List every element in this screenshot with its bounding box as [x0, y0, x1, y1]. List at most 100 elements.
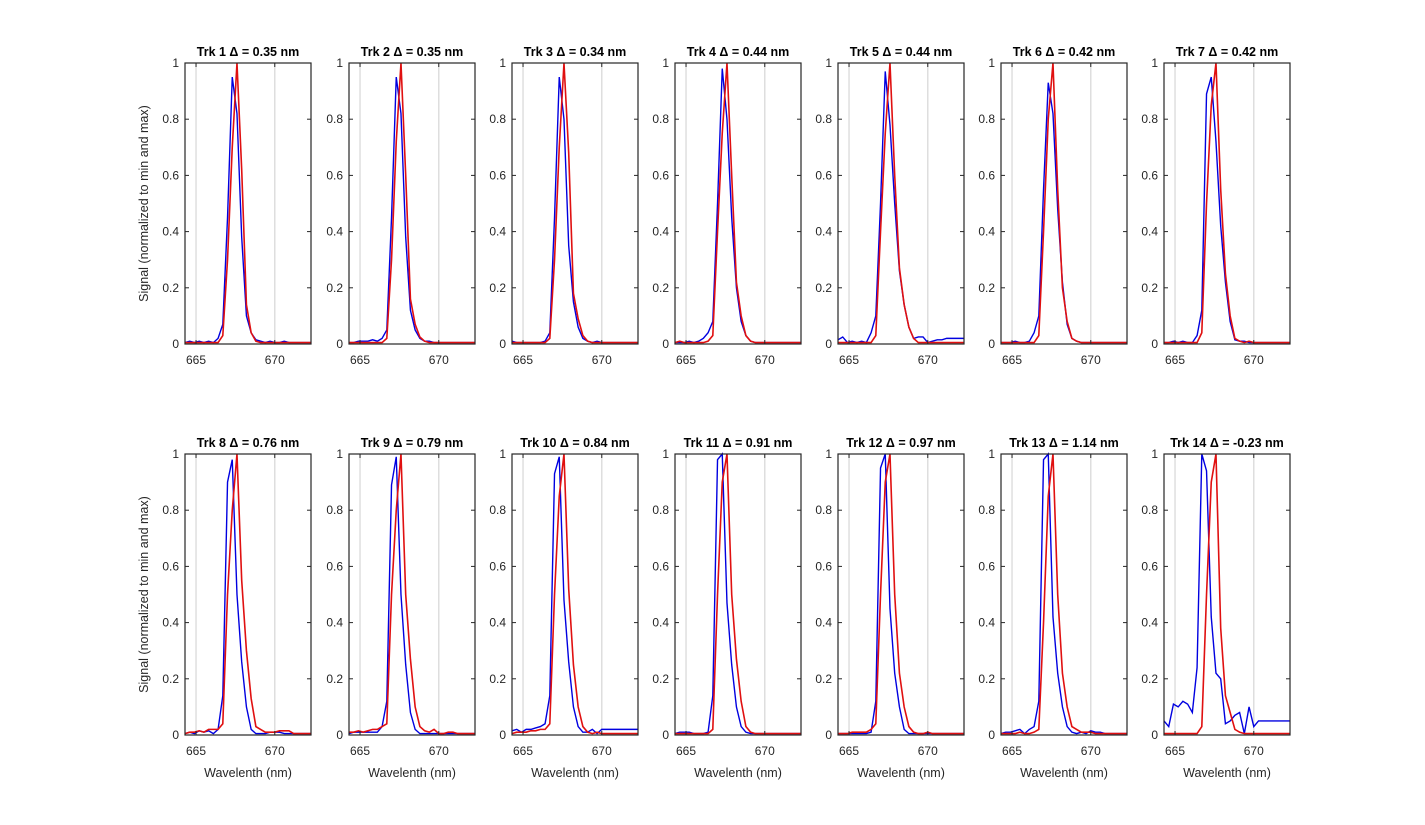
y-tick-label: 0.6	[326, 168, 343, 182]
y-tick-label: 0.8	[815, 112, 832, 126]
panel-10: 0 0.2 0.4 0.6 0.8 1 665 670 Trk 10 Δ = 0.84 nm Wa…	[489, 436, 639, 780]
y-tick-label: 0.2	[162, 672, 179, 686]
panel-12: 0 0.2 0.4 0.6 0.8 1 665 670 Trk 12 Δ = 0.97 nm Wa…	[815, 436, 965, 780]
y-tick-label: 1	[988, 447, 995, 461]
y-tick-label: 0.2	[815, 281, 832, 295]
series-blue-line	[1163, 453, 1290, 734]
panel-3: 0 0.2 0.4 0.6 0.8 1 665 670 Trk 3 Δ = 0.34 nm	[489, 45, 639, 367]
axes-box	[1000, 453, 1128, 736]
y-tick-label: 1	[336, 56, 343, 70]
panel-title: Trk 12 Δ = 0.97 nm	[846, 436, 955, 450]
axes-box	[184, 62, 312, 345]
panel-8: 0 0.2 0.4 0.6 0.8 1 665 670 Trk 8 Δ = 0.76 nm Wav…	[162, 436, 312, 780]
axes-box	[674, 453, 802, 736]
series-red-line	[1001, 453, 1127, 735]
y-tick-label: 0.2	[326, 672, 343, 686]
x-tick-label: 665	[1002, 353, 1022, 367]
y-tick-label: 0.8	[652, 503, 669, 517]
y-tick-label: 0.8	[978, 503, 995, 517]
y-tick-label: 0	[172, 728, 179, 742]
panel-6: 0 0.2 0.4 0.6 0.8 1 665 670 Trk 6 Δ = 0.42 nm	[978, 45, 1128, 367]
x-axis-title: Wavelenth (nm)	[1183, 766, 1271, 780]
y-tick-label: 0.2	[652, 672, 669, 686]
x-tick-label: 670	[1081, 744, 1101, 758]
y-tick-label: 1	[336, 447, 343, 461]
x-axis-title: Wavelenth (nm)	[857, 766, 945, 780]
panel-14: 0 0.2 0.4 0.6 0.8 1 665 670 Trk 14 Δ = -0.23 nm W…	[1141, 436, 1291, 780]
x-tick-label: 670	[429, 353, 449, 367]
y-tick-label: 0.4	[1141, 616, 1158, 630]
y-tick-label: 1	[172, 447, 179, 461]
panel-9: 0 0.2 0.4 0.6 0.8 1 665 670 Trk 9 Δ = 0.79 nm Wav…	[326, 436, 476, 780]
y-tick-label: 0.4	[489, 616, 506, 630]
y-tick-label: 0.4	[489, 225, 506, 239]
panel-title: Trk 11 Δ = 0.91 nm	[684, 436, 793, 450]
y-tick-label: 0.8	[652, 112, 669, 126]
y-tick-label: 0	[825, 337, 832, 351]
y-tick-label: 0.4	[815, 225, 832, 239]
series-blue-line	[511, 456, 638, 735]
y-tick-label: 0	[662, 728, 669, 742]
y-tick-label: 0	[988, 337, 995, 351]
x-tick-label: 665	[350, 744, 370, 758]
series-red-line	[838, 62, 964, 344]
series-red-line	[185, 62, 311, 344]
y-tick-label: 1	[1151, 447, 1158, 461]
x-tick-label: 665	[839, 744, 859, 758]
x-axis-title: Wavelenth (nm)	[694, 766, 782, 780]
y-tick-label: 1	[1151, 56, 1158, 70]
x-tick-label: 670	[429, 744, 449, 758]
x-tick-label: 670	[755, 744, 775, 758]
panel-title: Trk 14 Δ = -0.23 nm	[1170, 436, 1284, 450]
y-tick-label: 0.8	[978, 112, 995, 126]
y-tick-label: 1	[662, 447, 669, 461]
series-red-line	[349, 453, 475, 735]
y-tick-label: 0	[988, 728, 995, 742]
y-tick-label: 0.2	[978, 672, 995, 686]
y-axis-title-row-1: Signal (normalized to min and max)	[137, 105, 151, 302]
series-red-line	[674, 62, 801, 344]
y-tick-label: 0.8	[326, 112, 343, 126]
y-tick-label: 0.6	[326, 559, 343, 573]
y-tick-label: 0.6	[1141, 168, 1158, 182]
x-tick-label: 665	[186, 744, 206, 758]
panel-title: Trk 4 Δ = 0.44 nm	[687, 45, 789, 59]
y-tick-label: 0.4	[326, 225, 343, 239]
y-tick-label: 0.8	[1141, 503, 1158, 517]
y-tick-label: 0.6	[815, 559, 832, 573]
y-tick-label: 0.6	[978, 559, 995, 573]
axes-box	[674, 62, 802, 345]
y-tick-label: 0.6	[162, 559, 179, 573]
y-tick-label: 0.4	[978, 616, 995, 630]
x-tick-label: 670	[592, 353, 612, 367]
y-tick-label: 0.4	[162, 225, 179, 239]
y-tick-label: 0	[662, 337, 669, 351]
x-tick-label: 665	[839, 353, 859, 367]
x-tick-label: 670	[1244, 744, 1264, 758]
y-tick-label: 0	[499, 337, 506, 351]
x-axis-title: Wavelenth (nm)	[204, 766, 292, 780]
y-tick-label: 0	[1151, 337, 1158, 351]
panel-2: 0 0.2 0.4 0.6 0.8 1 665 670 Trk 2 Δ = 0.35 nm	[326, 45, 476, 367]
axes-box	[1163, 62, 1291, 345]
panel-7: 0 0.2 0.4 0.6 0.8 1 665 670 Trk 7 Δ = 0.42 nm	[1141, 45, 1291, 367]
y-tick-label: 1	[499, 56, 506, 70]
x-tick-label: 670	[918, 353, 938, 367]
y-tick-label: 0.4	[652, 616, 669, 630]
axes-box	[837, 453, 965, 736]
series-red-line	[1164, 453, 1290, 735]
y-tick-label: 0.6	[815, 168, 832, 182]
x-tick-label: 670	[918, 744, 938, 758]
panel-title: Trk 1 Δ = 0.35 nm	[197, 45, 299, 59]
y-tick-label: 0.2	[1141, 672, 1158, 686]
x-tick-label: 670	[265, 744, 285, 758]
panel-title: Trk 8 Δ = 0.76 nm	[197, 436, 299, 450]
y-tick-label: 0.8	[1141, 112, 1158, 126]
x-axis-title: Wavelenth (nm)	[1020, 766, 1108, 780]
x-tick-label: 665	[676, 744, 696, 758]
y-tick-label: 0.2	[978, 281, 995, 295]
y-tick-label: 1	[825, 56, 832, 70]
y-tick-label: 0.8	[489, 503, 506, 517]
panels-layer: 0 0.2 0.4 0.6 0.8 1 665 670 Trk 1 Δ = 0.35 nm 0 0.…	[162, 45, 1291, 780]
